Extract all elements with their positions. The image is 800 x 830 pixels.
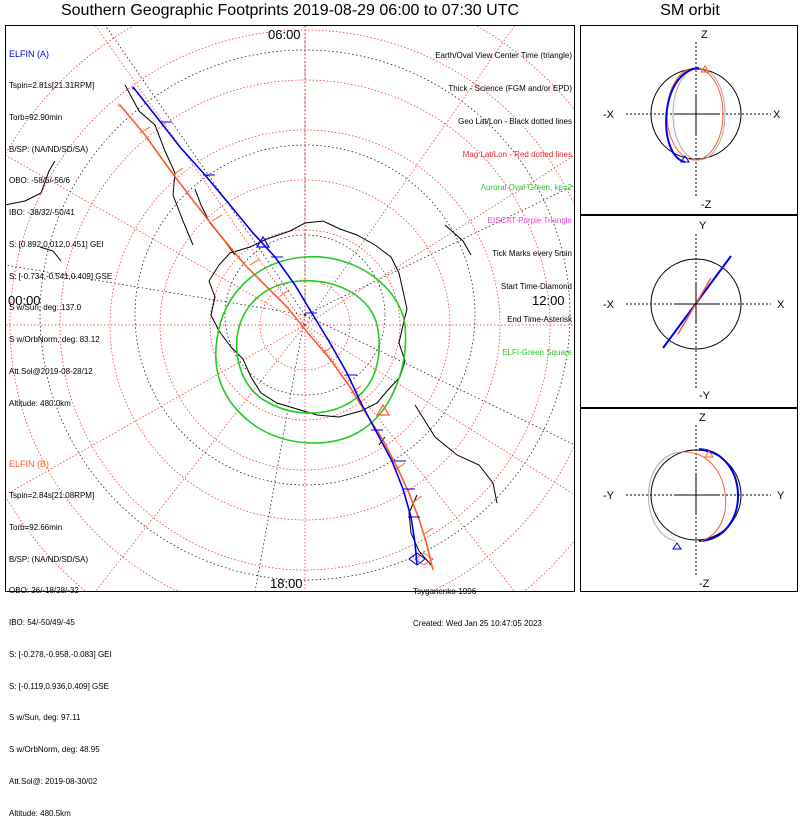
mag-grid [6,26,574,591]
elfin-b-line: S w/OrbNorm, deg: 48.95 [9,745,100,755]
credit-author: Tsyganenko-1996 [413,587,477,597]
footprint-plot-page: { "title": "Southern Geographic Footprin… [5,2,798,818]
clock-label-left: 00:00 [8,293,41,308]
auroral-oval-inner [235,280,380,414]
axis-label-right: X [773,109,781,121]
svg-text:*: * [131,85,135,95]
legend-item: EISCAT-Purple Triangle [487,216,572,225]
elfin-a-info: ELFIN (A) Tspin=2.81s[21.31RPM] Torb=92.… [9,28,112,420]
legend-item: Geo Lat/Lon - Black dotted lines [458,117,572,126]
axis-label-left: -Y [603,490,615,502]
axis-label-up: Z [699,412,706,424]
legend-item: Auroral Oval-Green, kp=2 [480,183,572,192]
orbit-panel-yz: Z -Z -Y Y [580,408,798,592]
elfin-a-line: IBO: -38/32/-50/41 [9,208,75,218]
legend-item: Mag Lat/Lon - Red dotted lines [462,150,572,159]
legend-item: Start Time-Diamond [500,282,572,291]
orbit-plot-xy: Y -Y -X X [603,220,785,402]
orbit-panel-xz: Z -Z -X X [580,25,798,215]
elfin-a-label: ELFIN (A) [9,49,50,60]
elfin-a-footprint-track: * [131,85,426,566]
orbit-plot-yz: Z -Z -Y Y [603,412,785,590]
auroral-oval-outer [215,255,407,444]
elfin-b-line: Att.Sol@: 2019-08-30/02 [9,777,98,786]
footprint-map: * * [6,26,574,591]
elfin-b-line: Altitude: 480.5km [9,808,71,818]
elfin-a-line: S: [0.892,0.012,0.451] GEI [9,239,104,249]
elfin-b-line: B/SP: (NA/ND/SD/SA) [9,554,89,564]
legend-item: Earth/Oval View Center Time (triangle) [435,51,572,60]
credit-created: Created: Wed Jan 25 10:47:05 2023 [413,618,542,628]
elfin-b-info: ELFIN (B) Tspin=2.84s[21.08RPM] Torb=92.… [9,438,112,830]
credit: Tsyganenko-1996 Created: Wed Jan 25 10:4… [413,566,542,640]
elfin-b-label: ELFIN (B) [9,459,50,470]
plot-title: Southern Geographic Footprints 2019-08-2… [60,2,520,19]
svg-text:*: * [117,102,121,112]
elfin-b-line: S w/Sun, deg: 97.11 [9,713,81,723]
axis-label-down: -Z [701,199,712,211]
footprint-map-frame [5,25,575,592]
legend-item: Tick Marks every 5min [492,249,572,258]
orbit-panel-xy: Y -Y -X X [580,215,798,408]
elfin-a-line: S: [-0.734,-0.541,0.409] GSE [9,271,113,281]
elfin-b-footprint-track: * [117,102,434,571]
elfin-a-line: Torb=92.90min [9,112,63,122]
orbit-plot-xz: Z -Z -X X [603,29,781,211]
elfin-b-line: IBO: 54/-50/49/-45 [9,618,75,628]
elfin-b-line: Torb=92.66min [9,522,63,532]
elfin-a-line: Altitude: 480.0km [9,398,71,408]
legend-item: Thick - Science (FGM and/or EPD) [448,84,572,93]
axis-label-down: -Y [699,390,711,402]
legend-item: ELFI-Green Square [502,348,572,357]
axis-label-up: Z [701,29,708,41]
elfin-b-line: S: [-0.119,0.936,0.409] GSE [9,681,109,691]
axis-label-up: Y [699,220,707,232]
elfin-a-line: OBO: -58/5/-56/6 [9,176,70,186]
elfin-b-line: OBO: 26/-18/28/-32 [9,586,79,596]
elfin-a-line: S w/Sun, deg: 137.0 [9,303,82,313]
elfin-a-line: B/SP: (NA/ND/SD/SA) [9,144,89,154]
elfin-b-line: Tspin=2.84s[21.08RPM] [9,490,95,500]
axis-label-right: Y [777,490,785,502]
elfin-a-line: S w/OrbNorm, deg: 83.12 [9,335,100,345]
axis-label-left: -X [603,109,615,121]
legend: Earth/Oval View Center Time (triangle) T… [435,28,572,369]
legend-item: End Time-Asterisk [507,315,572,324]
clock-label-right: 12:00 [532,293,565,308]
axis-label-left: -X [603,299,615,311]
elfin-a-line: Att.Sol@2019-08-28/12 [9,367,93,376]
elfin-a-line: Tspin=2.81s[21.31RPM] [9,80,95,90]
orbit-panel-title: SM orbit [660,2,720,19]
axis-label-right: X [777,299,785,311]
axis-label-down: -Z [699,578,710,590]
clock-label-top: 06:00 [268,27,301,42]
elfin-b-line: S: [-0.278,-0.958,-0.083] GEI [9,649,112,659]
clock-label-bottom: 18:00 [270,576,303,591]
